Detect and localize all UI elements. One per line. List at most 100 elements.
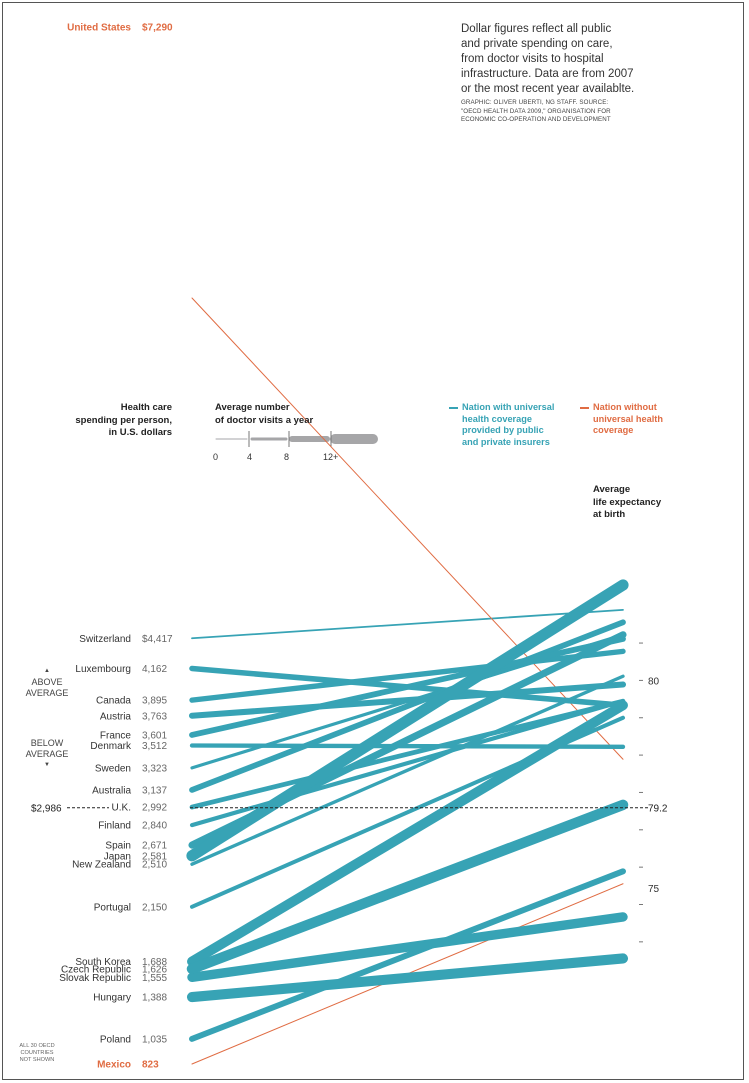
visits-scale-label: 0 [213,452,218,462]
country-slope-line [186,953,629,1003]
legend-line: health coverage [462,413,532,424]
legend-line: and private insurers [462,436,550,447]
country-label: Denmark [90,741,132,752]
country-label: South Korea [75,957,131,968]
life-tick-label: 79.2 [648,803,668,814]
country-slope-line [189,868,626,1042]
country-slope-line [187,700,628,967]
country-slope-line [189,636,626,738]
spending-value-label: 1,688 [142,957,167,968]
country-slope-line [189,648,626,703]
spending-value-label: 3,895 [142,696,167,707]
above-average-label: ▲ ABOVE AVERAGE [14,666,80,699]
arrow-up-icon: ▲ [44,668,50,674]
country-slope-line [191,608,624,640]
header-line: at birth [593,509,626,520]
legend-line: coverage [593,425,634,435]
above-line: AVERAGE [25,688,69,698]
arrow-down-icon: ▼ [44,762,50,768]
country-slope-line [190,674,625,866]
country-slope-line [191,297,624,760]
country-label: Mexico [97,1060,131,1071]
spending-value-label: 3,512 [142,741,167,752]
spending-value-label: 3,763 [142,711,167,722]
country-label: Portugal [94,902,131,913]
header-line: Average [593,484,631,495]
note-line: and private spending on care, [461,38,613,50]
note-line: Dollar figures reflect all public [461,23,612,35]
legend-line: Nation without [593,402,657,412]
life-tick-label: 80 [648,676,660,687]
life-tick-label: 75 [648,884,660,895]
country-label: Poland [100,1034,131,1045]
country-label: New Zealand [72,860,131,871]
credit-line: "OECD HEALTH DATA 2009," ORGANISATION FO… [461,107,611,115]
spending-axis-header: Health care spending per person, in U.S.… [60,402,172,440]
spending-value-label: $7,290 [142,23,173,34]
country-label: Spain [105,841,131,852]
country-label: Japan [104,851,131,862]
header-line: Average number [215,402,290,413]
legend-swatch [580,407,589,409]
spending-value-label: 3,137 [142,785,167,796]
country-label: Luxembourg [75,664,131,675]
country-slope-line [188,681,627,719]
visits-scale-label: 8 [284,452,289,462]
header-line: life expectancy [593,496,662,508]
legend-swatch [449,407,458,409]
spending-value-label: 3,323 [142,763,167,774]
omit-line: ALL 30 OECD [19,1043,55,1049]
country-label: Austria [100,711,132,722]
omit-line: COUNTRIES [20,1050,54,1056]
omitted-countries-note: ALL 30 OECD COUNTRIES NOT SHOWN [14,1043,60,1064]
legend-line: provided by public [462,425,544,435]
credit-line: ECONOMIC CO-OPERATION AND DEVELOPMENT [461,116,611,123]
note-line: infrastructure. Data are from 2007 [461,68,634,80]
country-label: U.K. [112,803,131,814]
legend-line: Nation with universal [462,402,555,412]
country-label: Sweden [95,763,131,774]
below-line: AVERAGE [25,749,69,759]
legend-line: universal health [593,413,663,424]
header-line: Health care [120,402,172,413]
country-slope-line [186,799,629,975]
country-label: Australia [92,785,131,796]
spending-value-label: 1,035 [142,1034,167,1045]
spending-value-label: 2,671 [142,841,167,852]
legend-label: Nation with universal health coverage pr… [462,402,554,448]
visits-scale-label: 12+ [323,452,338,462]
spending-value-label: 2,581 [142,851,167,862]
spending-value-label: $4,417 [142,634,173,645]
credit-line: GRAPHIC: OLIVER UBERTI, NG STAFF. SOURCE… [461,99,609,106]
explanatory-note: Dollar figures reflect all public and pr… [461,22,661,97]
country-label: Hungary [93,993,131,1004]
note-line: or the most recent year availablte. [461,83,635,95]
spending-value-label: 2,840 [142,821,167,832]
below-line: BELOW [30,738,64,748]
country-slope-line [187,912,628,982]
omit-line: NOT SHOWN [19,1057,55,1063]
spending-value-label: 2,992 [142,803,167,814]
header-line: in U.S. dollars [108,427,172,438]
spending-value-label: 1,626 [142,964,167,975]
country-label: Slovak Republic [59,973,131,984]
visits-legend-header: Average number of doctor visits a year [215,402,375,427]
above-line: ABOVE [31,677,63,687]
header-line: spending per person, [75,414,172,426]
spending-value-label: 4,162 [142,664,167,675]
country-label: United States [67,23,131,34]
spending-value-label: 1,555 [142,973,167,984]
below-average-label: BELOW AVERAGE ▼ [14,738,80,771]
credit-source: GRAPHIC: OLIVER UBERTI, NG STAFF. SOURCE… [461,99,661,125]
country-label: Canada [96,696,131,707]
country-slope-line [189,698,626,810]
country-label: Czech Republic [61,964,131,975]
spending-value-label: 823 [142,1060,159,1071]
spending-value-label: 1,388 [142,993,167,1004]
spending-value-label: 2,510 [142,860,167,871]
country-slope-line [186,579,629,862]
country-label: France [100,730,132,741]
country-slope-line [189,619,626,793]
